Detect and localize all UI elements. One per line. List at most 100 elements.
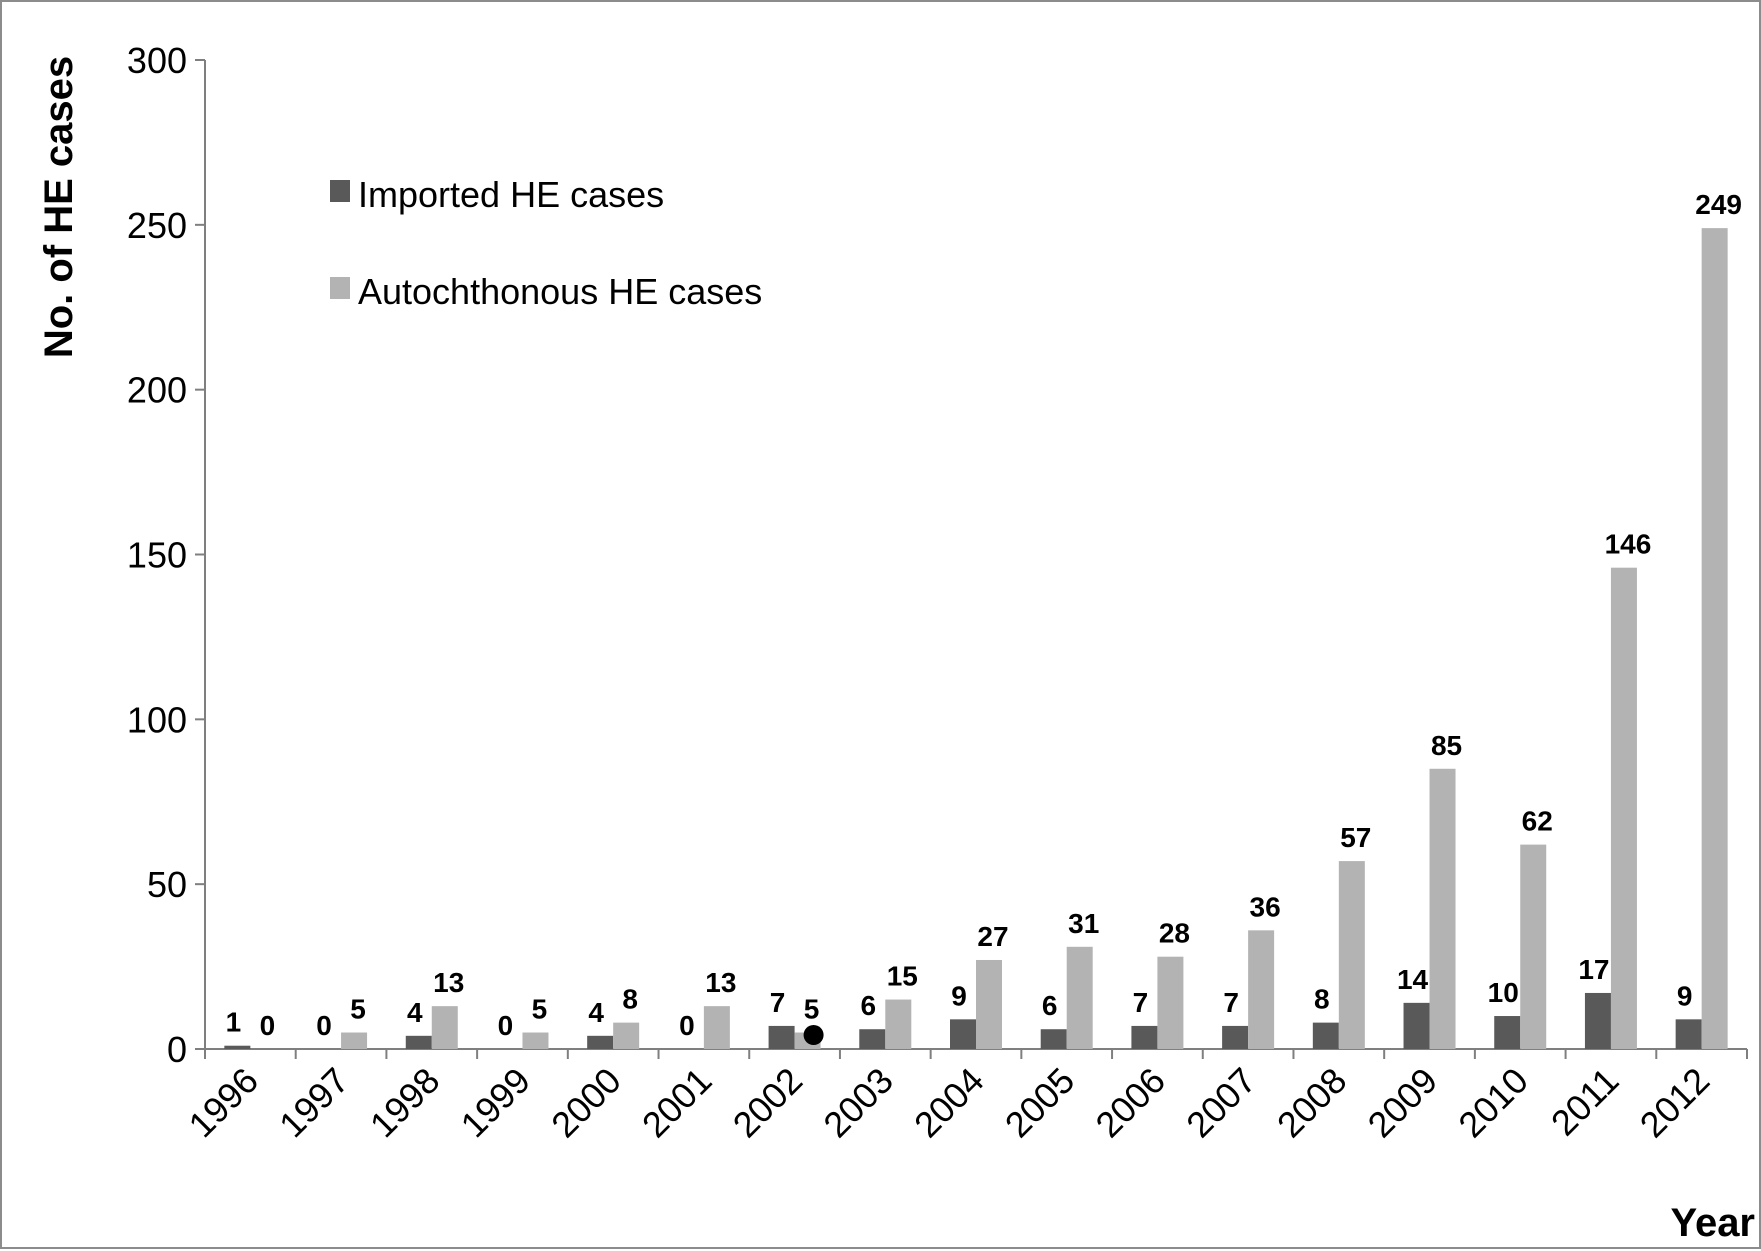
y-tick-label: 300 — [127, 40, 187, 81]
legend-label-imported: Imported HE cases — [358, 174, 664, 215]
x-tick-label: 2007 — [1178, 1060, 1264, 1146]
bar-autochthonous — [1429, 768, 1456, 1049]
bar-autochthonous — [522, 1032, 549, 1049]
data-label-imported: 4 — [407, 997, 423, 1028]
bar-imported — [224, 1045, 251, 1049]
data-label-autochthonous: 85 — [1431, 730, 1462, 761]
x-tick-label: 1997 — [271, 1060, 357, 1146]
x-tick-label: 2002 — [725, 1060, 811, 1146]
x-tick-label: 2008 — [1269, 1060, 1355, 1146]
data-label-imported: 10 — [1488, 977, 1519, 1008]
data-label-imported: 0 — [316, 1010, 332, 1041]
bar-imported — [405, 1035, 432, 1049]
bars — [224, 228, 1728, 1049]
data-label-imported: 6 — [861, 990, 877, 1021]
bar-autochthonous — [1248, 930, 1275, 1049]
bar-autochthonous — [1338, 861, 1365, 1049]
data-label-autochthonous: 31 — [1068, 908, 1099, 939]
data-label-autochthonous: 5 — [350, 994, 366, 1025]
y-tick-label: 150 — [127, 535, 187, 576]
bar-autochthonous — [885, 999, 912, 1049]
bar-autochthonous — [1701, 228, 1728, 1049]
x-tick-label: 1999 — [453, 1060, 539, 1146]
data-label-autochthonous: 5 — [804, 994, 820, 1025]
bar-imported — [1131, 1025, 1158, 1049]
data-label-imported: 17 — [1578, 954, 1609, 985]
x-tick-label: 2012 — [1632, 1060, 1718, 1146]
data-label-imported: 7 — [770, 987, 786, 1018]
bar-autochthonous — [1157, 956, 1184, 1049]
bar-imported — [950, 1019, 976, 1049]
bar-imported — [1675, 1019, 1702, 1049]
x-tick-label: 2011 — [1543, 1060, 1627, 1144]
bar-imported — [768, 1025, 795, 1049]
x-tick-label: 1996 — [180, 1060, 266, 1146]
data-label-autochthonous: 27 — [977, 921, 1008, 952]
bar-imported — [587, 1035, 614, 1049]
data-label-autochthonous: 0 — [260, 1010, 276, 1041]
bar-autochthonous — [976, 959, 1002, 1049]
y-axis-title: No. of HE cases — [37, 56, 81, 358]
x-tick-label: 2003 — [815, 1060, 901, 1146]
data-label-autochthonous: 5 — [532, 994, 548, 1025]
data-label-autochthonous: 13 — [705, 967, 736, 998]
bar-imported — [1403, 1002, 1430, 1049]
x-axis: 1996 1997 1998 1999 2000 2001 2002 2003 2004 2005… — [180, 1048, 1748, 1146]
data-label-autochthonous: 15 — [887, 961, 918, 992]
y-axis: 0 50 100 150 200 250 300 — [127, 40, 206, 1070]
bar-autochthonous — [613, 1022, 640, 1049]
data-label-autochthonous: 36 — [1250, 891, 1281, 922]
y-tick-label: 50 — [147, 864, 187, 905]
y-tick-label: 100 — [127, 699, 187, 740]
bar-autochthonous — [1610, 567, 1637, 1049]
data-label-imported: 6 — [1042, 990, 1058, 1021]
x-tick-label: 2009 — [1360, 1060, 1446, 1146]
data-label-imported: 0 — [679, 1010, 695, 1041]
bar-autochthonous — [1520, 844, 1547, 1049]
bar-imported — [859, 1029, 886, 1049]
data-label-autochthonous: 249 — [1695, 189, 1742, 220]
x-tick-label: 2005 — [997, 1060, 1083, 1146]
bar-autochthonous — [703, 1006, 730, 1049]
data-label-autochthonous: 62 — [1522, 806, 1553, 837]
bar-autochthonous — [341, 1032, 368, 1049]
data-label-imported: 4 — [588, 997, 604, 1028]
x-tick-label: 2000 — [543, 1060, 629, 1146]
legend-label-autochthonous: Autochthonous HE cases — [358, 271, 762, 312]
bar-imported — [1494, 1016, 1521, 1049]
y-tick-label: 250 — [127, 205, 187, 246]
data-label-imported: 14 — [1397, 964, 1429, 995]
data-label-imported: 0 — [498, 1010, 514, 1041]
bar-imported — [1040, 1029, 1067, 1049]
x-axis-title: Year — [1670, 1201, 1755, 1245]
x-tick-label: 2001 — [634, 1060, 720, 1146]
data-label-autochthonous: 13 — [433, 967, 464, 998]
x-tick-label: 2010 — [1450, 1060, 1536, 1146]
legend-swatch-autochthonous — [330, 277, 350, 299]
data-label-imported: 7 — [1223, 987, 1239, 1018]
bar-autochthonous — [431, 1006, 458, 1049]
dot-marker — [803, 1025, 824, 1045]
bar-autochthonous — [1066, 946, 1093, 1049]
bar-imported — [1312, 1022, 1339, 1049]
legend-swatch-imported — [330, 180, 350, 202]
bar-imported — [1584, 992, 1611, 1049]
y-tick-label: 0 — [167, 1029, 187, 1070]
data-label-imported: 7 — [1133, 987, 1149, 1018]
y-tick-label: 200 — [127, 370, 187, 411]
data-label-imported: 9 — [951, 980, 967, 1011]
x-tick-label: 1998 — [362, 1060, 448, 1146]
legend: Imported HE cases Autochthonous HE cases — [330, 174, 762, 312]
x-tick-label: 2006 — [1087, 1060, 1173, 1146]
bar-imported — [1222, 1025, 1249, 1049]
data-label-autochthonous: 146 — [1605, 529, 1652, 560]
data-label-imported: 8 — [1314, 984, 1330, 1015]
data-label-autochthonous: 28 — [1159, 918, 1190, 949]
x-tick-label: 2004 — [906, 1060, 992, 1146]
data-label-imported: 9 — [1677, 980, 1693, 1011]
data-label-autochthonous: 57 — [1340, 822, 1371, 853]
data-label-imported: 1 — [226, 1007, 242, 1038]
